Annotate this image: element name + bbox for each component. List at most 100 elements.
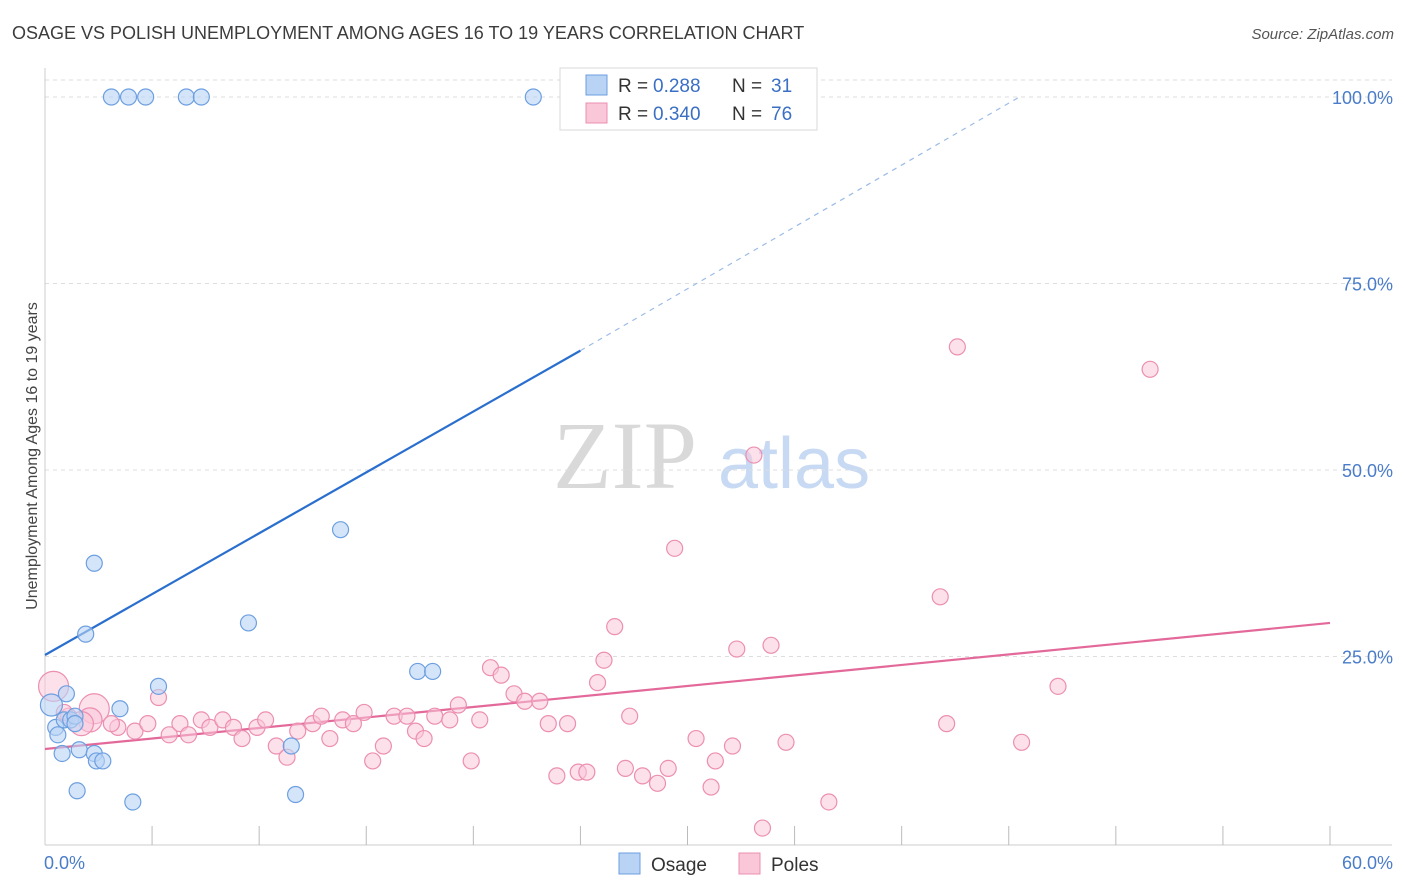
watermark-zip: ZIP	[553, 402, 697, 509]
point-poles-61	[723, 737, 742, 755]
x-tick-label-min: 0.0%	[44, 853, 85, 873]
point-osage-27	[286, 785, 305, 804]
point-osage-25	[239, 614, 258, 632]
grid	[45, 79, 1392, 657]
point-poles-13	[201, 718, 219, 736]
trend-line-osage-extension	[580, 96, 1020, 352]
watermark-atlas: atlas	[718, 424, 870, 504]
point-osage-18	[68, 782, 86, 800]
point-poles-72	[1049, 677, 1067, 695]
series-legend-label-osage: Osage	[651, 855, 707, 876]
point-poles-27	[355, 703, 373, 722]
point-poles-40	[492, 666, 510, 684]
point-poles-50	[595, 651, 613, 669]
point-poles-56	[666, 539, 684, 557]
watermark: ZIP atlas	[553, 402, 870, 509]
point-osage-20	[85, 554, 103, 572]
point-poles-11	[179, 726, 198, 744]
scatter-points	[37, 88, 1159, 837]
point-poles-73	[1141, 360, 1159, 378]
point-poles-44	[539, 715, 557, 733]
point-osage-22	[111, 700, 129, 718]
point-osage-10	[57, 685, 76, 703]
x-tick-label-max: 60.0%	[1342, 853, 1393, 873]
y-tick-label-75: 75.0%	[1342, 275, 1393, 295]
point-poles-34	[426, 707, 444, 725]
axes	[44, 68, 1392, 846]
point-osage-19	[77, 625, 95, 643]
legend-n-value-poles: 76	[771, 104, 792, 125]
point-osage-14	[66, 715, 84, 733]
point-poles-71	[1012, 733, 1031, 751]
point-poles-35	[441, 711, 459, 729]
chart-title: OSAGE VS POLISH UNEMPLOYMENT AMONG AGES …	[12, 23, 804, 43]
point-poles-69	[938, 715, 956, 733]
legend-r-value-osage: 0.288	[653, 76, 701, 97]
point-poles-46	[558, 715, 577, 733]
point-poles-55	[648, 774, 667, 792]
point-poles-51	[606, 618, 624, 636]
point-osage-2	[137, 88, 155, 106]
point-poles-54	[633, 767, 652, 785]
point-poles-66	[777, 733, 795, 751]
chart-source: Source: ZipAtlas.com	[1251, 26, 1394, 43]
point-poles-68	[931, 588, 949, 606]
point-poles-59	[702, 778, 720, 796]
point-poles-16	[233, 729, 251, 748]
point-poles-57	[659, 759, 677, 778]
legend-r-value-poles: 0.340	[653, 104, 701, 125]
point-osage-1	[119, 88, 138, 106]
legend-swatch-poles	[585, 102, 608, 124]
point-osage-6	[39, 693, 64, 717]
x-tick-labels: 0.0% 60.0%	[44, 853, 1393, 873]
point-poles-29	[374, 737, 392, 755]
point-poles-48	[578, 763, 596, 781]
point-poles-38	[471, 711, 489, 729]
point-poles-6	[126, 722, 144, 740]
point-poles-37	[462, 752, 480, 770]
point-poles-49	[588, 674, 607, 692]
point-poles-67	[820, 793, 838, 811]
series-legend-label-poles: Poles	[771, 855, 819, 876]
point-poles-60	[706, 752, 724, 770]
point-poles-18	[256, 711, 275, 729]
point-poles-28	[364, 752, 382, 770]
point-osage-15	[53, 744, 71, 763]
legend-r-label-poles: R =	[618, 104, 648, 125]
point-poles-24	[321, 729, 339, 748]
point-poles-9	[160, 726, 178, 744]
point-poles-58	[687, 729, 705, 748]
point-osage-4	[192, 88, 210, 106]
point-osage-13	[70, 741, 88, 759]
legend-n-label-poles: N =	[732, 104, 762, 125]
point-osage-21	[94, 752, 112, 770]
legend-n-value-osage: 31	[771, 76, 792, 97]
y-axis-label: Unemployment Among Ages 16 to 19 years	[24, 302, 41, 610]
point-poles-62	[728, 640, 746, 658]
series-legend: Osage Poles	[618, 852, 819, 876]
legend-swatch-osage	[585, 74, 608, 96]
point-poles-36	[449, 696, 467, 714]
point-poles-7	[139, 715, 157, 733]
legend-n-label-osage: N =	[732, 76, 762, 97]
y-tick-labels: 25.0% 50.0% 75.0% 100.0%	[1332, 88, 1393, 668]
correlation-legend: R = 0.288 N = 31 R = 0.340 N = 76	[559, 67, 818, 131]
series-legend-swatch-poles	[738, 852, 761, 875]
point-osage-24	[124, 793, 142, 811]
point-poles-52	[616, 759, 634, 778]
point-poles-21	[289, 722, 307, 740]
point-poles-43	[531, 692, 549, 710]
point-osage-5	[524, 88, 542, 106]
point-poles-33	[415, 729, 433, 748]
point-poles-31	[398, 707, 416, 725]
point-poles-23	[312, 707, 330, 725]
point-osage-23	[149, 677, 168, 695]
point-osage-30	[424, 662, 442, 681]
point-poles-70	[948, 338, 966, 356]
point-osage-3	[177, 88, 195, 106]
point-poles-5	[102, 715, 120, 733]
legend-r-label-osage: R =	[618, 76, 648, 97]
point-osage-0	[102, 88, 120, 106]
point-osage-8	[49, 726, 67, 744]
